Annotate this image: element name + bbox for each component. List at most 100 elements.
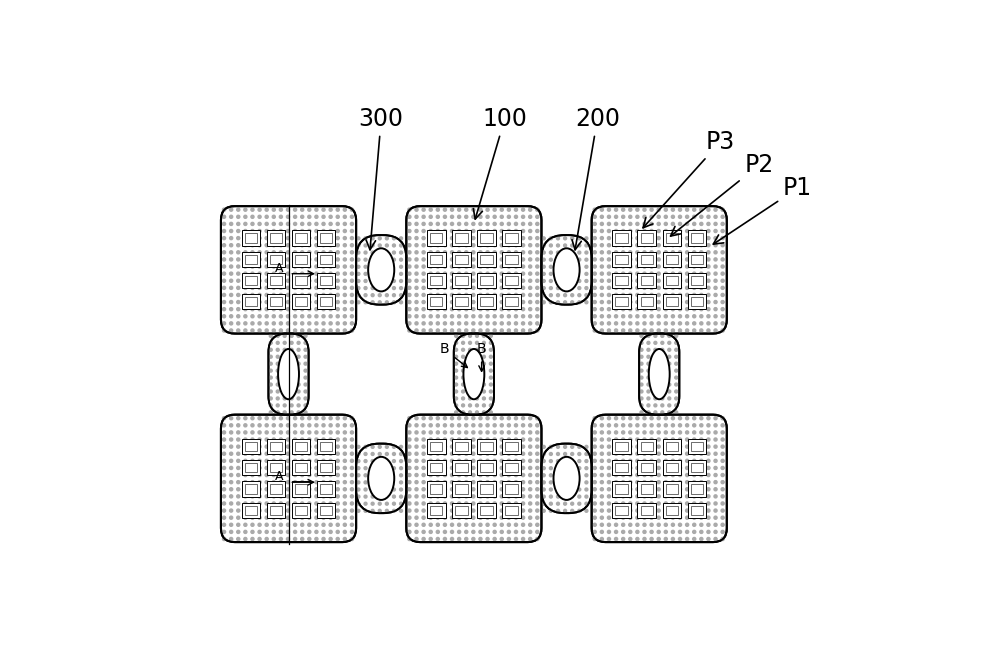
Bar [641,233,653,243]
Circle shape [671,279,674,282]
Circle shape [472,258,475,261]
Circle shape [315,314,318,318]
Circle shape [686,294,689,296]
Bar [292,481,310,497]
Circle shape [678,329,682,332]
Circle shape [721,509,724,512]
Circle shape [615,329,618,332]
Circle shape [469,341,471,344]
Circle shape [301,431,304,434]
Circle shape [643,474,646,476]
Circle shape [364,258,367,261]
Circle shape [251,314,254,318]
Circle shape [443,480,446,484]
Circle shape [465,272,468,275]
Circle shape [371,495,374,498]
Circle shape [615,459,618,462]
Circle shape [714,431,717,434]
Circle shape [707,286,710,290]
Circle shape [671,237,674,240]
Circle shape [230,229,233,233]
Circle shape [707,466,710,470]
Circle shape [279,438,282,441]
Bar [452,503,471,518]
Circle shape [657,474,660,476]
Circle shape [450,294,454,296]
Circle shape [308,417,311,420]
Circle shape [455,411,458,414]
Circle shape [472,530,475,534]
Circle shape [294,300,297,304]
Circle shape [678,244,682,247]
Circle shape [675,411,678,414]
Circle shape [286,329,290,332]
Circle shape [286,215,290,218]
Circle shape [622,431,625,434]
Circle shape [542,488,545,491]
Circle shape [522,229,525,233]
Circle shape [230,329,233,332]
Circle shape [607,452,611,456]
FancyBboxPatch shape [541,444,592,513]
Circle shape [615,509,618,512]
Circle shape [315,523,318,526]
Bar [295,463,307,472]
Circle shape [329,523,332,526]
Circle shape [279,474,282,476]
Circle shape [536,229,539,233]
Circle shape [529,516,532,519]
Circle shape [244,272,247,275]
Circle shape [479,417,482,420]
Circle shape [686,279,689,282]
Circle shape [272,502,275,505]
Circle shape [364,294,367,296]
Circle shape [308,229,311,233]
Circle shape [479,538,482,540]
Circle shape [415,431,418,434]
Circle shape [585,460,588,462]
Circle shape [529,314,532,318]
Circle shape [721,229,724,233]
Circle shape [693,251,696,254]
Circle shape [472,300,475,304]
Circle shape [529,308,532,310]
Circle shape [671,431,674,434]
Circle shape [493,251,496,254]
Circle shape [251,424,254,427]
Bar [666,276,678,285]
Circle shape [693,314,696,318]
Circle shape [678,523,682,526]
Circle shape [664,272,667,275]
Circle shape [472,424,475,427]
Circle shape [571,509,574,512]
Circle shape [650,222,653,225]
Circle shape [392,280,395,282]
Circle shape [657,294,660,296]
Circle shape [462,397,465,400]
Circle shape [408,502,411,505]
Circle shape [408,314,411,318]
Circle shape [279,516,282,519]
Circle shape [272,308,275,310]
Circle shape [500,308,503,310]
Circle shape [686,516,689,519]
Circle shape [450,474,454,476]
Circle shape [350,523,353,526]
Circle shape [707,488,710,491]
Circle shape [650,300,653,304]
Circle shape [297,404,300,407]
Circle shape [693,538,696,540]
Bar [691,485,703,494]
Circle shape [636,417,639,420]
Circle shape [564,244,567,247]
Circle shape [529,523,532,526]
Circle shape [607,417,611,420]
Circle shape [329,530,332,534]
Circle shape [500,265,503,268]
Circle shape [479,237,482,240]
Circle shape [465,417,468,420]
Circle shape [265,258,268,261]
Circle shape [693,215,696,218]
Bar [242,294,260,309]
Circle shape [329,251,332,254]
